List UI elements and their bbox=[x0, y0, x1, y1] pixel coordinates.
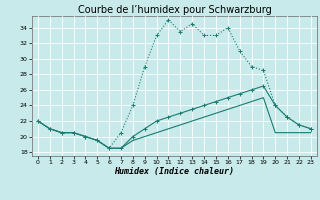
Title: Courbe de l’humidex pour Schwarzburg: Courbe de l’humidex pour Schwarzburg bbox=[77, 5, 271, 15]
X-axis label: Humidex (Indice chaleur): Humidex (Indice chaleur) bbox=[115, 167, 234, 176]
